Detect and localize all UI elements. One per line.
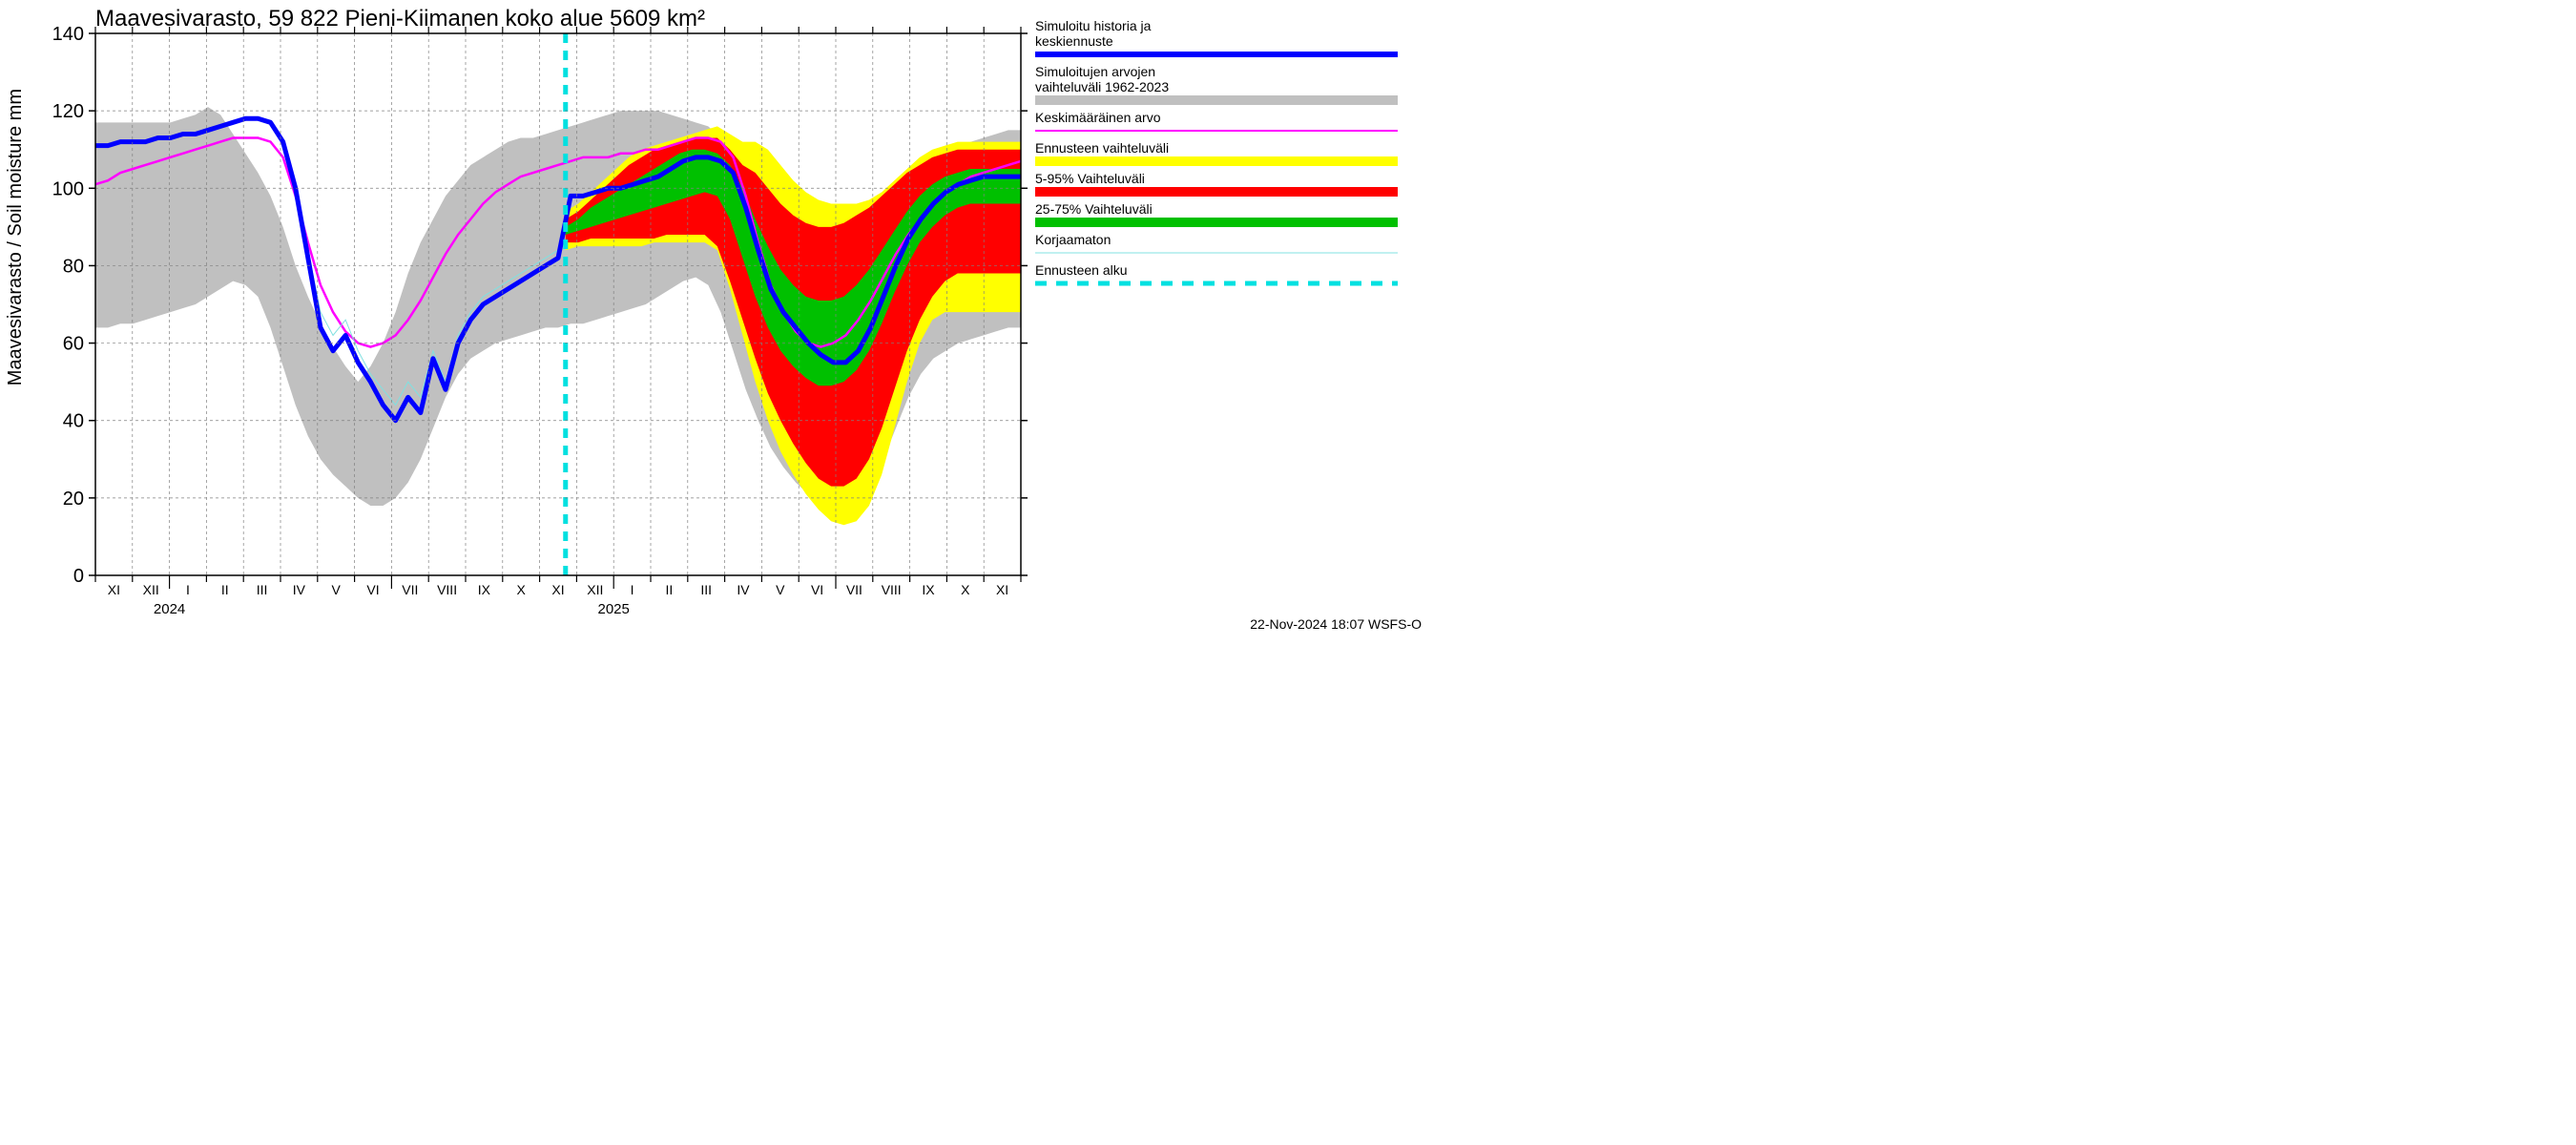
x-month-label: III: [257, 582, 268, 597]
legend-label: Ennusteen vaihteluväli: [1035, 140, 1169, 156]
x-year-label: 2024: [154, 601, 185, 617]
y-tick-label: 100: [52, 178, 84, 199]
x-month-label: IX: [922, 582, 935, 597]
legend-label: 5-95% Vaihteluväli: [1035, 171, 1145, 186]
x-month-label: II: [666, 582, 674, 597]
x-month-label: V: [332, 582, 342, 597]
x-month-label: VIII: [882, 582, 902, 597]
legend-label: Simuloitujen arvojen: [1035, 64, 1155, 79]
x-month-label: III: [700, 582, 712, 597]
legend-swatch: [1035, 187, 1398, 197]
x-month-label: XII: [587, 582, 603, 597]
legend-label: Keskimääräinen arvo: [1035, 110, 1161, 125]
x-month-label: I: [186, 582, 190, 597]
x-month-label: VII: [402, 582, 418, 597]
legend-label: keskiennuste: [1035, 33, 1113, 49]
x-month-label: VI: [811, 582, 823, 597]
legend-label: 25-75% Vaihteluväli: [1035, 201, 1153, 217]
chart-svg: 020406080100120140XIXIIIIIIIIIVVVIVIIVII…: [0, 0, 1431, 636]
x-month-label: V: [776, 582, 785, 597]
footer-timestamp: 22-Nov-2024 18:07 WSFS-O: [1250, 616, 1422, 632]
legend-label: Korjaamaton: [1035, 232, 1111, 247]
legend-swatch: [1035, 156, 1398, 166]
x-month-label: XI: [108, 582, 120, 597]
x-month-label: VII: [846, 582, 862, 597]
y-axis-label: Maavesivarasto / Soil moisture mm: [5, 89, 26, 385]
y-tick-label: 40: [63, 411, 84, 432]
y-tick-label: 120: [52, 101, 84, 122]
y-tick-label: 60: [63, 334, 84, 355]
y-tick-label: 20: [63, 489, 84, 510]
x-month-label: IV: [737, 582, 750, 597]
x-month-label: II: [221, 582, 229, 597]
x-month-label: XII: [143, 582, 159, 597]
x-month-label: X: [961, 582, 970, 597]
chart-title: Maavesivarasto, 59 822 Pieni-Kiimanen ko…: [95, 6, 705, 31]
x-month-label: I: [631, 582, 634, 597]
x-month-label: XI: [551, 582, 564, 597]
x-year-label: 2025: [598, 601, 630, 617]
x-month-label: XI: [996, 582, 1008, 597]
legend-label: Ennusteen alku: [1035, 262, 1128, 278]
y-tick-label: 140: [52, 24, 84, 45]
legend-label: vaihteluväli 1962-2023: [1035, 79, 1169, 94]
x-month-label: IV: [293, 582, 306, 597]
legend-swatch: [1035, 95, 1398, 105]
x-month-label: VI: [366, 582, 379, 597]
y-tick-label: 80: [63, 256, 84, 277]
y-tick-label: 0: [73, 566, 84, 587]
x-month-label: VIII: [437, 582, 457, 597]
x-month-label: IX: [478, 582, 491, 597]
legend-swatch: [1035, 218, 1398, 227]
x-month-label: X: [517, 582, 527, 597]
soil-moisture-chart: 020406080100120140XIXIIIIIIIIIVVVIVIIVII…: [0, 0, 1431, 636]
legend-label: Simuloitu historia ja: [1035, 18, 1152, 33]
